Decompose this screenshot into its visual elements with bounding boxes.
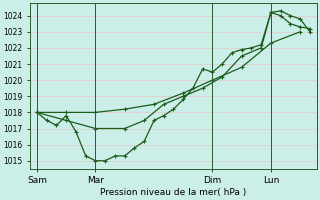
X-axis label: Pression niveau de la mer( hPa ): Pression niveau de la mer( hPa ) bbox=[100, 188, 247, 197]
